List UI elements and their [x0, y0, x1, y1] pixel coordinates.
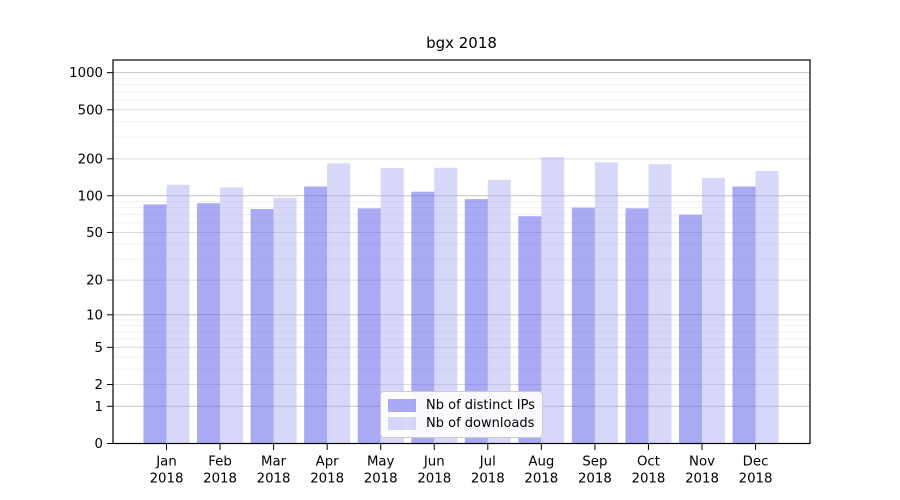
x-tick-label-year-sep-2018: 2018 — [578, 472, 612, 487]
bar-distinct-ips-jun-2018 — [411, 191, 435, 444]
bar-downloads-sep-2018 — [594, 162, 618, 444]
x-tick-label-year-apr-2018: 2018 — [310, 472, 344, 487]
x-tick-label-month-aug-2018: Aug — [528, 455, 554, 470]
plot-frame — [112, 59, 811, 445]
bar-downloads-oct-2018 — [648, 164, 672, 444]
x-tick-label-year-nov-2018: 2018 — [685, 472, 719, 487]
legend-item-distinct-ips: Nb of distinct IPs — [388, 398, 542, 413]
bar-distinct-ips-jul-2018 — [464, 199, 488, 444]
bar-distinct-ips-jan-2018 — [143, 204, 167, 444]
chart-title: bgx 2018 — [426, 34, 497, 52]
bar-distinct-ips-oct-2018 — [625, 208, 649, 444]
y-tick-label-1000: 1000 — [69, 66, 103, 81]
x-tick-label-month-jan-2018: Jan — [155, 455, 177, 470]
bar-distinct-ips-sep-2018 — [571, 207, 595, 444]
bar-downloads-jan-2018 — [166, 184, 190, 444]
legend-swatch-downloads — [388, 417, 416, 430]
y-tick-label-200: 200 — [78, 152, 103, 167]
bar-downloads-may-2018 — [380, 168, 404, 444]
y-tick-label-2: 2 — [95, 378, 103, 393]
x-tick-label-month-mar-2018: Mar — [261, 455, 287, 470]
bar-distinct-ips-nov-2018 — [679, 214, 702, 444]
y-tick-label-1: 1 — [95, 400, 103, 415]
x-tick-label-year-oct-2018: 2018 — [632, 472, 666, 487]
bar-downloads-jul-2018 — [487, 179, 511, 444]
y-tick-label-50: 50 — [86, 226, 103, 241]
bar-distinct-ips-dec-2018 — [732, 186, 756, 444]
x-tick-label-year-jun-2018: 2018 — [417, 472, 451, 487]
bar-downloads-mar-2018 — [273, 197, 297, 444]
x-tick-label-month-apr-2018: Apr — [316, 455, 340, 470]
bar-downloads-aug-2018 — [541, 157, 565, 444]
x-tick-label-year-jan-2018: 2018 — [150, 472, 184, 487]
bar-distinct-ips-mar-2018 — [250, 209, 274, 444]
y-tick-label-100: 100 — [78, 189, 103, 204]
legend-item-downloads: Nb of downloads — [388, 416, 542, 431]
x-tick-label-month-nov-2018: Nov — [689, 455, 715, 470]
y-tick-label-0: 0 — [95, 437, 103, 452]
x-tick-label-year-dec-2018: 2018 — [739, 472, 773, 487]
x-tick-label-year-feb-2018: 2018 — [203, 472, 237, 487]
x-tick-label-year-may-2018: 2018 — [364, 472, 398, 487]
bar-downloads-jun-2018 — [434, 167, 458, 444]
y-tick-label-20: 20 — [86, 274, 103, 289]
x-tick-label-year-aug-2018: 2018 — [524, 472, 558, 487]
bar-distinct-ips-feb-2018 — [197, 203, 221, 444]
y-tick-label-500: 500 — [78, 103, 103, 118]
x-tick-label-month-sep-2018: Sep — [582, 455, 607, 470]
legend-label-distinct-ips: Nb of distinct IPs — [426, 398, 535, 413]
legend-label-downloads: Nb of downloads — [426, 416, 535, 431]
y-tick-label-5: 5 — [95, 341, 103, 356]
x-tick-label-month-dec-2018: Dec — [743, 455, 769, 470]
bar-downloads-feb-2018 — [220, 187, 244, 444]
x-tick-label-month-oct-2018: Oct — [637, 455, 660, 470]
x-tick-label-month-jun-2018: Jun — [423, 455, 445, 470]
y-tick-label-10: 10 — [86, 308, 103, 323]
bar-distinct-ips-may-2018 — [357, 208, 381, 444]
x-tick-label-month-may-2018: May — [367, 455, 395, 470]
x-tick-label-year-mar-2018: 2018 — [257, 472, 291, 487]
bar-downloads-apr-2018 — [327, 163, 351, 444]
x-tick-label-year-jul-2018: 2018 — [471, 472, 505, 487]
x-tick-label-month-feb-2018: Feb — [208, 455, 232, 470]
bar-distinct-ips-aug-2018 — [518, 216, 542, 444]
legend-swatch-distinct-ips — [388, 399, 416, 412]
legend: Nb of distinct IPs Nb of downloads — [380, 391, 543, 438]
bar-downloads-dec-2018 — [755, 171, 779, 444]
bar-downloads-nov-2018 — [702, 177, 725, 444]
x-tick-label-month-jul-2018: Jul — [479, 455, 496, 470]
bar-distinct-ips-apr-2018 — [304, 186, 328, 444]
